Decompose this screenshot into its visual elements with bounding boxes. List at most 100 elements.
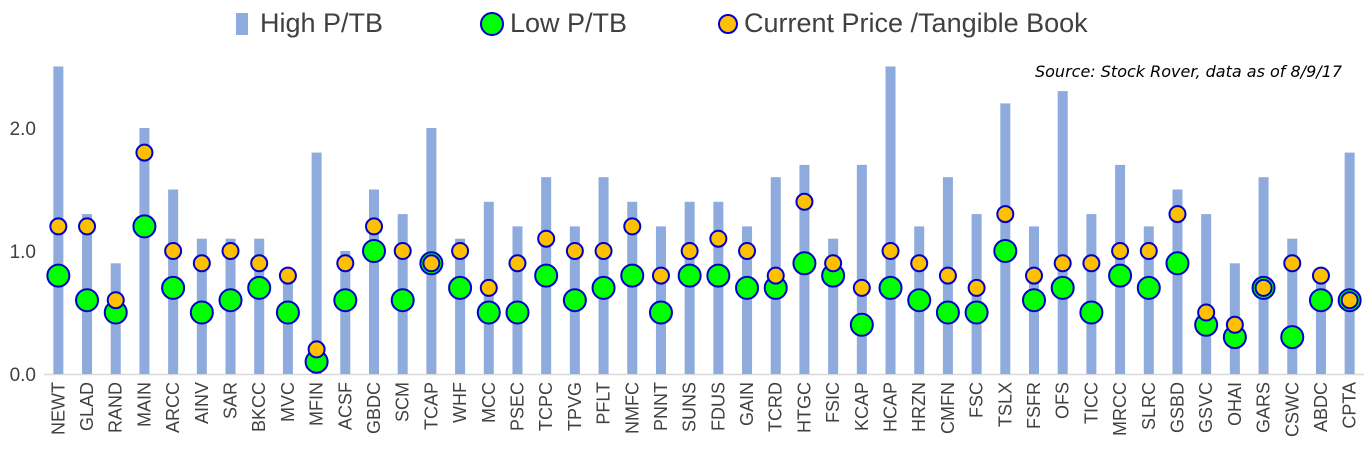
high-ptb-bar — [1172, 189, 1183, 374]
high-ptb-bar — [311, 152, 322, 374]
high-ptb-bar — [856, 164, 867, 374]
x-tick-label: MRCC — [1110, 382, 1130, 436]
low-ptb-point — [275, 300, 300, 325]
x-tick-label: FSC — [967, 382, 987, 418]
high-ptb-bar — [828, 238, 839, 374]
x-tick-label: WHF — [450, 382, 470, 423]
current-ptb-point — [508, 254, 527, 273]
high-ptb-bar — [1086, 214, 1097, 374]
low-ptb-point — [1022, 288, 1046, 313]
current-ptb-point — [422, 254, 441, 273]
low-ptb-point — [161, 275, 186, 300]
low-ptb-point — [648, 300, 673, 325]
high-ptb-bar — [1315, 275, 1326, 374]
high-ptb-bar — [627, 201, 638, 374]
high-ptb-bar — [742, 226, 753, 374]
x-tick-label: HTGC — [794, 382, 814, 433]
current-ptb-point — [250, 254, 269, 273]
current-ptb-point — [709, 229, 728, 248]
high-ptb-bar — [455, 238, 466, 374]
x-tick-label: AINV — [192, 382, 212, 424]
x-tick-label: RAND — [106, 382, 126, 433]
legend-label-current: Current Price /Tangible Book — [744, 8, 1088, 38]
current-ptb-point — [221, 242, 240, 260]
low-ptb-point — [1165, 251, 1190, 276]
current-ptb-point — [623, 217, 642, 236]
high-ptb-bar — [684, 201, 695, 374]
high-ptb-bar — [1057, 91, 1068, 374]
current-ptb-point — [1311, 266, 1330, 285]
x-tick-label: SUNS — [680, 382, 700, 432]
chart-legend: High P/TB Low P/TB Current Price /Tangib… — [0, 8, 1372, 48]
bar-swatch-icon — [236, 12, 248, 35]
current-ptb-point — [738, 242, 757, 260]
x-tick-label: OHAI — [1225, 382, 1245, 426]
low-ptb-point — [964, 300, 989, 325]
high-ptb-bar — [1201, 214, 1212, 374]
x-tick-label: TCRD — [766, 382, 786, 432]
y-tick-label: 0.0 — [10, 365, 36, 386]
low-ptb-point — [75, 288, 100, 313]
current-ptb-point — [1283, 254, 1302, 273]
x-tick-label: GLAD — [77, 382, 97, 431]
current-ptb-point — [680, 242, 699, 260]
x-tick-label: TCAP — [421, 382, 441, 430]
current-ptb-point — [766, 266, 785, 285]
x-tick-label: NEWT — [48, 382, 68, 435]
current-ptb-point — [852, 278, 871, 297]
current-ptb-point — [49, 217, 68, 236]
x-tick-label: PFLT — [594, 382, 614, 425]
low-ptb-point — [132, 214, 157, 239]
x-tick-label: CMFN — [938, 382, 958, 434]
low-ptb-point — [218, 288, 243, 313]
low-ptb-point — [362, 239, 386, 263]
current-ptb-point — [192, 254, 211, 273]
x-tick-label: PNNT — [651, 382, 671, 431]
x-tick-label: MFIN — [307, 382, 327, 426]
x-tick-label: TPVG — [565, 382, 585, 431]
current-ptb-point — [1111, 242, 1130, 260]
x-tick-label: GARS — [1254, 382, 1274, 433]
current-ptb-point — [1082, 254, 1101, 273]
x-tick-label: FDUS — [708, 382, 728, 431]
current-ptb-point — [938, 266, 957, 285]
x-tick-label: KCAP — [852, 382, 872, 431]
current-ptb-point — [795, 192, 814, 211]
low-ptb-point — [677, 263, 702, 288]
current-ptb-point — [594, 242, 613, 260]
x-tick-label: TICC — [1081, 382, 1101, 424]
x-tick-label: ARCC — [163, 382, 183, 433]
high-ptb-bar — [1000, 103, 1011, 375]
current-ptb-point — [651, 266, 670, 285]
x-tick-label: HRZN — [909, 382, 929, 432]
low-ptb-point — [591, 275, 616, 300]
legend-item-low: Low P/TB — [480, 8, 627, 39]
high-ptb-bar — [1143, 226, 1154, 374]
low-ptb-point — [1050, 275, 1075, 300]
x-tick-label: MAIN — [134, 382, 154, 427]
low-ptb-point — [706, 263, 731, 288]
low-ptb-point — [333, 288, 358, 313]
high-ptb-bar — [713, 201, 724, 374]
x-tick-label: HCAP — [881, 382, 901, 432]
current-ptb-point — [1139, 242, 1158, 260]
orange-circle-icon — [718, 13, 738, 34]
current-ptb-point — [565, 242, 584, 260]
x-tick-label: SAR — [221, 382, 241, 419]
x-tick-label: MCC — [479, 382, 499, 423]
low-ptb-point — [1280, 325, 1305, 350]
current-ptb-point — [824, 254, 843, 273]
high-ptb-bar — [426, 128, 437, 374]
current-ptb-point — [881, 242, 900, 260]
high-ptb-bar — [1258, 177, 1269, 374]
x-tick-label: FSIC — [823, 382, 843, 423]
low-ptb-point — [935, 300, 960, 325]
legend-item-high: High P/TB — [236, 8, 383, 39]
current-ptb-point — [1053, 254, 1072, 273]
current-ptb-point — [1197, 303, 1216, 322]
low-ptb-point — [792, 251, 817, 276]
x-tick-label: GBDC — [364, 382, 384, 434]
current-ptb-point — [307, 340, 326, 359]
high-ptb-bar — [282, 275, 293, 374]
current-ptb-point — [967, 278, 986, 297]
